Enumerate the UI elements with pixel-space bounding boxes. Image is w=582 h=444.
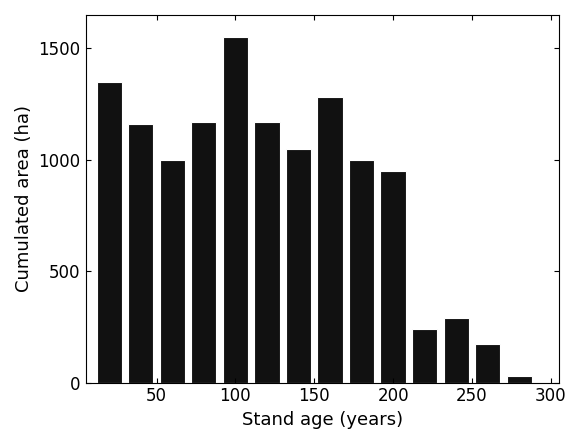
Y-axis label: Cumulated area (ha): Cumulated area (ha) xyxy=(15,105,33,292)
Bar xyxy=(317,97,343,383)
X-axis label: Stand age (years): Stand age (years) xyxy=(242,411,403,429)
Bar xyxy=(191,122,217,383)
Bar xyxy=(381,171,406,383)
Bar xyxy=(443,318,469,383)
Bar xyxy=(159,160,185,383)
Bar xyxy=(475,344,501,383)
Bar xyxy=(349,160,374,383)
Bar xyxy=(286,149,311,383)
Bar xyxy=(254,122,279,383)
Bar xyxy=(223,37,248,383)
Bar xyxy=(412,329,437,383)
Bar xyxy=(128,124,154,383)
Bar xyxy=(97,82,122,383)
Bar xyxy=(507,376,532,383)
